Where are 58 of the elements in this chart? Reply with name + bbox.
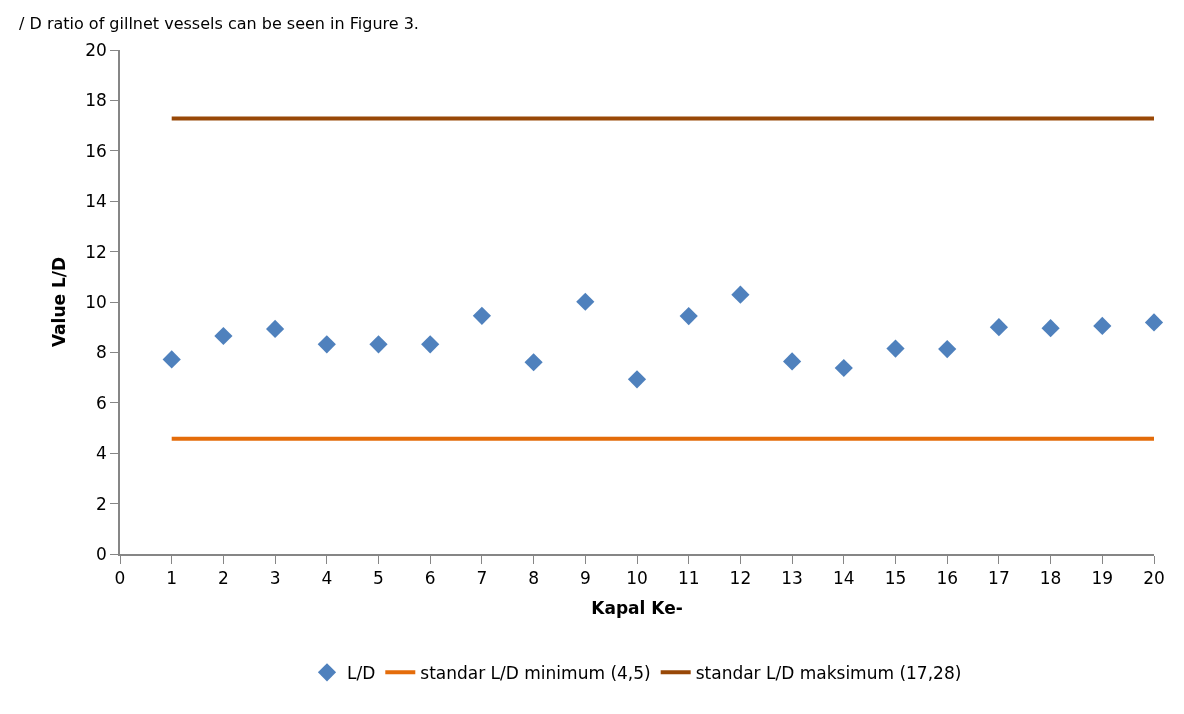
x-tick-label: 5 [373, 568, 384, 589]
point [266, 319, 285, 339]
point [679, 307, 698, 326]
y-tick-label: 8 [96, 342, 107, 363]
text: / D ratio of gillnet vessels can be seen in Figure 3. [19, 14, 419, 33]
y-tick-label: 16 [85, 140, 107, 161]
legend-label: standar L/D maksimum (17,28) [695, 662, 962, 683]
x-tick-label: 14 [832, 568, 855, 589]
x-tick-label: 4 [321, 568, 333, 589]
x-tick-label: 2 [217, 568, 229, 589]
y-tick-label: 20 [85, 39, 107, 60]
point [989, 318, 1008, 337]
legend-label: L/D [347, 662, 376, 683]
point [317, 335, 336, 354]
x-tick-label: 18 [1039, 568, 1062, 589]
y-tick-label: 10 [85, 291, 107, 312]
point [1093, 316, 1112, 336]
x-tick-label: 3 [269, 568, 281, 589]
x-tick-label: 16 [936, 568, 959, 589]
y-tick-label: 4 [96, 443, 107, 464]
x-axis-title: Kapal Ke- [591, 598, 683, 619]
point [214, 326, 233, 346]
x-tick-label: 12 [729, 568, 752, 589]
point [938, 340, 957, 359]
point [1144, 313, 1164, 332]
point [886, 339, 905, 358]
y-tick-label: 2 [96, 493, 107, 514]
point [834, 358, 853, 378]
y-tick-label: 12 [85, 241, 107, 262]
x-tick-label: 9 [579, 568, 591, 589]
x-tick-label: 10 [626, 568, 648, 589]
y-tick-label: 18 [85, 90, 107, 111]
point [783, 352, 802, 371]
y-tick-label: 0 [96, 543, 107, 564]
point [524, 353, 543, 372]
x-tick-label: 13 [781, 568, 803, 589]
x-tick-label: 20 [1143, 568, 1165, 589]
x-tick-label: 19 [1091, 568, 1114, 589]
x-tick-label: 8 [528, 568, 540, 589]
x-tick-label: 0 [114, 568, 126, 589]
point [627, 370, 647, 389]
y-axis-title: Value L/D [49, 256, 70, 348]
point [369, 335, 388, 354]
point [731, 285, 750, 304]
x-tick-label: 1 [166, 568, 178, 589]
point [576, 292, 595, 311]
x-tick-label: 17 [988, 568, 1010, 589]
point [472, 306, 491, 325]
legend-label: standar L/D minimum (4,5) [420, 662, 651, 683]
point [1041, 319, 1060, 338]
x-tick-label: 15 [884, 568, 907, 589]
x-tick-label: 11 [677, 568, 700, 589]
y-tick-label: 6 [96, 392, 107, 413]
point [162, 350, 181, 369]
y-tick-label: 14 [85, 191, 107, 212]
point [421, 335, 440, 354]
x-tick-label: 7 [476, 568, 488, 589]
x-tick-label: 6 [424, 568, 436, 589]
